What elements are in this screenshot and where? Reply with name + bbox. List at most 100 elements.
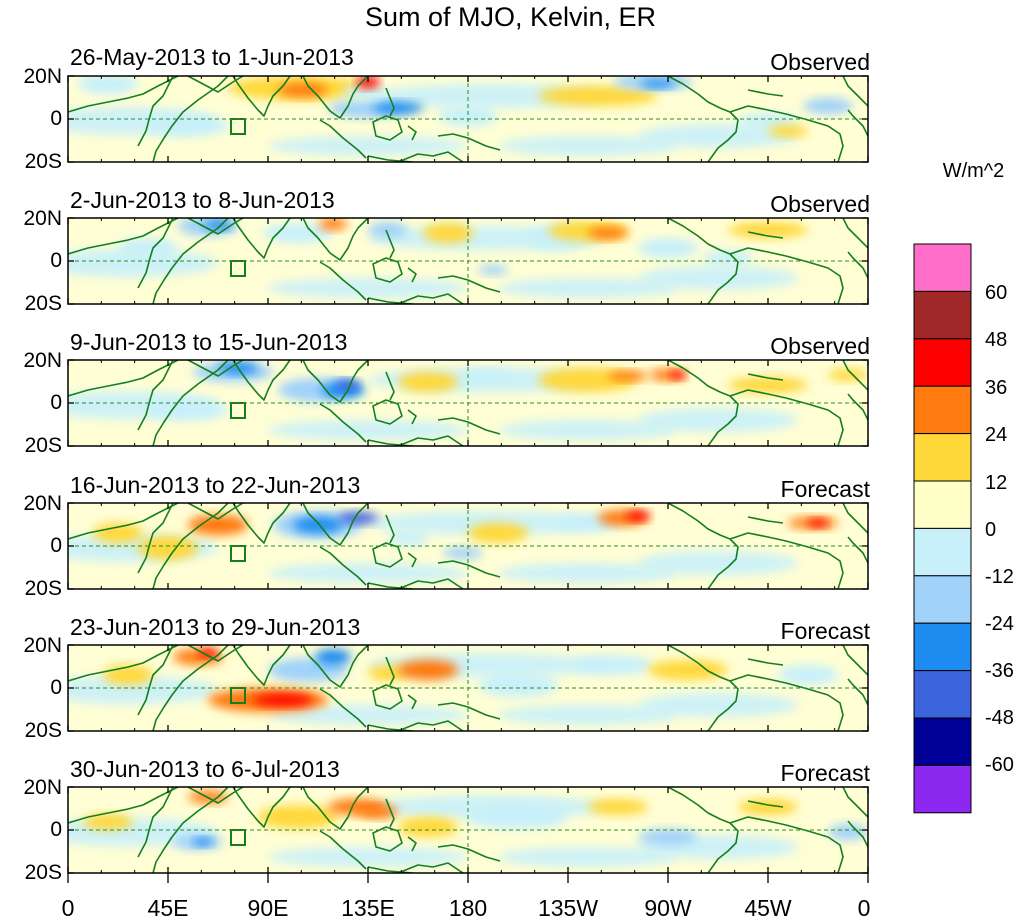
negative-anomaly-region [118,238,178,258]
colorbar-units: W/m^2 [942,160,1005,182]
positive-anomaly-region [626,511,650,521]
panel-6-lat-eq: 0 [50,818,62,841]
colorbar-tick-24: 24 [985,424,1008,446]
negative-anomaly-region [468,805,568,829]
colorbar-tick-minus-60: -60 [985,754,1014,776]
negative-anomaly-region [438,106,498,126]
map-panel [67,359,869,447]
negative-anomaly-region [204,220,232,230]
positive-anomaly-region [538,86,658,106]
negative-anomaly-region [78,76,138,94]
panel-5-date-range: 23-Jun-2013 to 29-Jun-2013 [70,614,361,640]
colorbar-swatch [913,480,972,529]
positive-anomaly-region [468,523,528,543]
colorbar-tick-0: 0 [985,519,997,541]
negative-anomaly-region [388,530,428,546]
map-panel [67,217,869,305]
positive-anomaly-region [728,222,808,238]
colorbar [913,243,972,814]
negative-anomaly-region [778,665,838,685]
positive-anomaly-region [398,817,458,837]
panel-2-lat-20n: 20N [23,207,62,230]
panel-3-lat-20s: 20S [24,434,62,457]
panel-4-lat-20n: 20N [23,492,62,515]
panel-1-lat-20s: 20S [24,150,62,173]
positive-anomaly-region [398,660,458,680]
positive-anomaly-region [138,536,198,560]
negative-anomaly-region [803,98,853,114]
colorbar-tick-12: 12 [985,472,1008,494]
colorbar-tick-minus-12: -12 [985,566,1014,588]
panel-4-status: Forecast [780,476,870,502]
panel-2-date-range: 2-Jun-2013 to 8-Jun-2013 [70,187,335,213]
negative-anomaly-region [443,547,483,559]
colorbar-tick-60: 60 [985,282,1008,304]
panel-4-date-range: 16-Jun-2013 to 22-Jun-2013 [70,472,361,498]
panel-2-status: Observed [770,191,870,217]
negative-anomaly-region [478,673,558,697]
negative-anomaly-region [368,222,408,238]
lon-label-45w: 45W [744,895,792,921]
positive-anomaly-region [278,83,328,97]
colorbar-swatch [913,243,972,292]
lon-label-90e: 90E [247,895,289,921]
positive-anomaly-region [368,665,408,681]
negative-anomaly-region [828,824,868,840]
panel-4-lat-20s: 20S [24,577,62,600]
panel-1-lat-eq: 0 [50,107,62,130]
negative-anomaly-region [478,265,508,275]
panel-1-status: Observed [770,49,870,75]
negative-anomaly-region [315,649,351,665]
positive-anomaly-region [738,799,798,815]
map-panel [67,644,869,732]
positive-anomaly-region [768,125,808,137]
coastlines [68,218,868,304]
panel-1-date-range: 26-May-2013 to 1-Jun-2013 [70,44,354,70]
colorbar-swatch [913,622,972,672]
panel-6-status: Forecast [780,760,870,786]
negative-anomaly-region [703,250,753,266]
lon-label-135w: 135W [537,895,599,921]
colorbar-tick-48: 48 [985,329,1008,351]
panel-3-lat-eq: 0 [50,391,62,414]
coastlines [68,787,868,873]
negative-anomaly-region [193,838,213,846]
positive-anomaly-region [198,649,218,657]
panel-5-lat-eq: 0 [50,676,62,699]
lon-label-90w: 90W [644,895,692,921]
colorbar-tick-minus-36: -36 [985,660,1014,682]
panel-5-lat-20n: 20N [23,634,62,657]
negative-anomaly-region [263,223,333,243]
panel-1-lat-20n: 20N [23,65,62,88]
negative-anomaly-region [738,113,798,129]
map-panel [67,786,869,874]
colorbar-tick-36: 36 [985,377,1008,399]
colorbar-swatch [913,575,972,624]
negative-anomaly-region [573,655,653,675]
panel-6-lat-20n: 20N [23,776,62,799]
panel-6-lat-20s: 20S [24,861,62,884]
positive-anomaly-region [103,665,153,685]
map-panel [67,75,869,163]
positive-anomaly-region [828,369,868,381]
lon-label-45e: 45E [147,895,189,921]
positive-anomaly-region [83,814,133,830]
colorbar-swatch [913,433,972,482]
negative-anomaly-region [463,369,513,381]
colorbar-swatch [913,670,972,719]
positive-anomaly-region [93,523,143,543]
lon-label-180: 180 [448,895,488,921]
positive-anomaly-region [588,227,628,239]
longitude-axis-ticks [67,873,869,883]
lon-label-135e: 135E [341,895,395,921]
positive-anomaly-region [808,519,828,527]
positive-anomaly-region [358,806,398,818]
negative-anomaly-region [338,512,378,524]
colorbar-swatch [913,527,972,577]
negative-anomaly-region [336,380,360,390]
panel-2-lat-20s: 20S [24,292,62,315]
panel-5-status: Forecast [780,618,870,644]
positive-anomaly-region [253,694,313,706]
chart-title: Sum of MJO, Kelvin, ER [364,2,657,32]
